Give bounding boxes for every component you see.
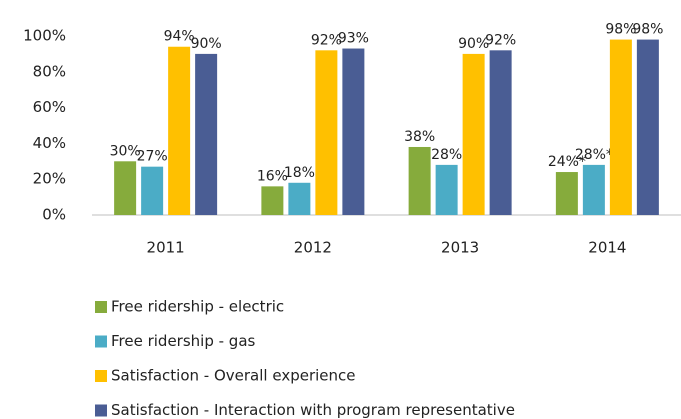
bar	[114, 161, 137, 215]
value-label: 98%	[605, 22, 636, 38]
bar	[582, 164, 605, 215]
value-label: 18%	[284, 165, 315, 181]
value-label: 92%	[311, 32, 342, 48]
bar	[489, 50, 512, 215]
y-tick-label: 0%	[42, 206, 66, 224]
value-label: 98%	[632, 22, 663, 38]
bar	[609, 39, 632, 215]
y-tick-label: 60%	[33, 98, 66, 116]
y-tick-label: 80%	[33, 62, 66, 80]
bar	[636, 39, 659, 215]
x-tick-label: 2012	[294, 239, 332, 257]
value-label: 16%	[257, 168, 288, 184]
value-label: 28%*	[575, 147, 613, 163]
bar	[555, 172, 578, 215]
bar	[288, 182, 311, 215]
legend-label: Satisfaction - Overall experience	[111, 367, 356, 385]
x-tick-label: 2011	[147, 239, 185, 257]
legend-label: Free ridership - electric	[111, 298, 284, 316]
legend-swatch	[95, 404, 107, 417]
bar	[168, 46, 191, 215]
x-tick-label: 2013	[441, 239, 479, 257]
value-label: 24%*	[548, 154, 586, 170]
legend-swatch	[95, 301, 107, 313]
legend-label: Free ridership - gas	[111, 332, 256, 350]
bar	[195, 53, 218, 216]
value-label: 27%	[137, 149, 168, 165]
bar	[435, 164, 458, 215]
bar	[342, 48, 365, 215]
bar	[408, 146, 431, 215]
value-label: 30%	[110, 143, 141, 159]
bar	[315, 50, 338, 215]
y-tick-label: 40%	[33, 134, 66, 152]
value-label: 90%	[191, 36, 222, 52]
bar	[261, 186, 284, 215]
legend-swatch	[95, 370, 107, 382]
legend-label: Satisfaction - Interaction with program …	[111, 401, 515, 419]
y-tick-label: 20%	[33, 170, 66, 188]
bar	[462, 53, 485, 216]
legend-swatch	[95, 335, 107, 348]
value-label: 28%	[431, 147, 462, 163]
value-label: 38%	[404, 129, 435, 145]
bar	[141, 166, 164, 215]
value-label: 92%	[485, 32, 516, 48]
value-label: 94%	[164, 29, 195, 45]
value-label: 93%	[338, 31, 369, 47]
x-tick-label: 2014	[588, 239, 626, 257]
y-tick-label: 100%	[23, 27, 66, 45]
value-label: 90%	[458, 36, 489, 52]
